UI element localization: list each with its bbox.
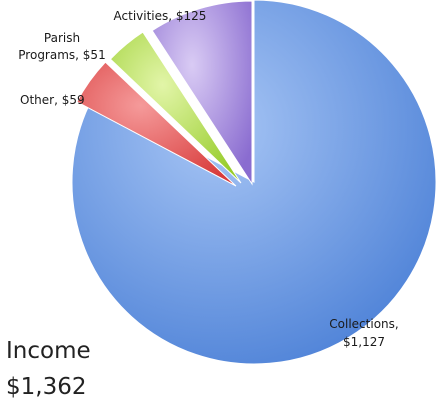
label-collections: Collections, $1,127 [329, 317, 398, 349]
slice-parish-programs [109, 31, 242, 184]
label-parish-programs: Parish Programs, $51 [18, 31, 105, 62]
income-title: Income [6, 338, 91, 364]
slice-activities [151, 0, 253, 186]
slice-collections [71, 0, 437, 365]
pie-labels: Collections, $1,127 Other, $59 Parish Progra… [18, 9, 398, 349]
slice-other [76, 61, 237, 187]
label-activities: Activities, $125 [114, 9, 207, 23]
pie-slices [71, 0, 437, 365]
income-total: $1,362 [6, 374, 87, 400]
label-other: Other, $59 [20, 93, 85, 107]
